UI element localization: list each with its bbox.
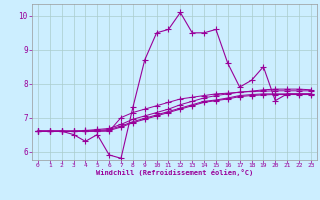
X-axis label: Windchill (Refroidissement éolien,°C): Windchill (Refroidissement éolien,°C)	[96, 169, 253, 176]
